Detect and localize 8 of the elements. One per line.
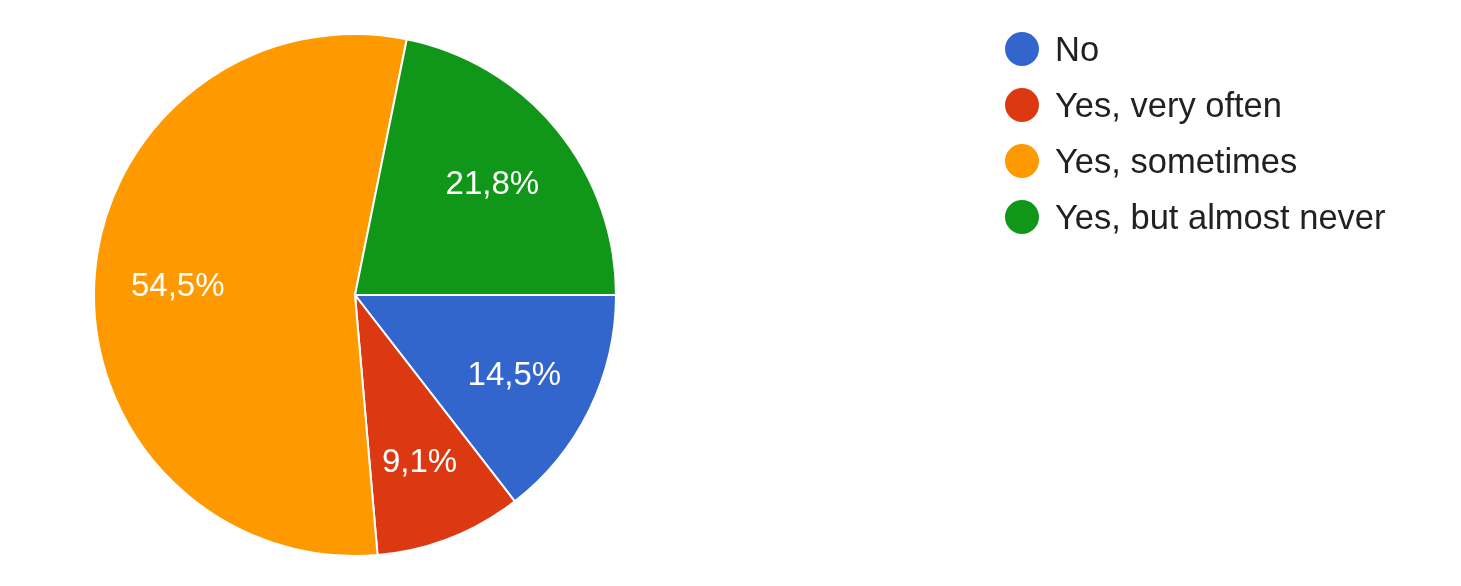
legend-label: Yes, sometimes [1055,141,1298,181]
data-label: 9,1% [382,441,458,479]
legend-label: Yes, but almost never [1055,197,1386,237]
legend-label: Yes, very often [1055,85,1282,125]
data-label: 54,5% [131,266,225,304]
legend-label: No [1055,29,1100,69]
data-label: 14,5% [467,354,562,392]
data-label: 21,8% [445,164,540,202]
